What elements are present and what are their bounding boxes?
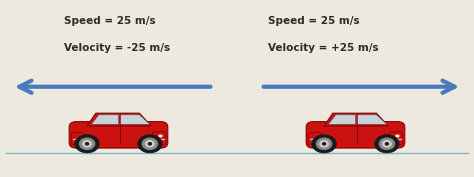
- Polygon shape: [358, 115, 387, 124]
- Circle shape: [385, 143, 388, 145]
- Polygon shape: [91, 115, 118, 124]
- Polygon shape: [121, 115, 150, 124]
- Circle shape: [323, 143, 326, 145]
- Text: Velocity = +25 m/s: Velocity = +25 m/s: [268, 43, 378, 53]
- Text: Speed = 25 m/s: Speed = 25 m/s: [268, 16, 359, 26]
- FancyBboxPatch shape: [71, 133, 84, 145]
- Circle shape: [80, 138, 95, 149]
- FancyBboxPatch shape: [152, 132, 166, 145]
- Polygon shape: [87, 113, 151, 126]
- Circle shape: [148, 143, 151, 145]
- Circle shape: [142, 138, 157, 149]
- Circle shape: [312, 135, 337, 153]
- Text: Velocity = -25 m/s: Velocity = -25 m/s: [64, 43, 170, 53]
- Circle shape: [86, 143, 89, 145]
- Ellipse shape: [158, 135, 163, 138]
- Polygon shape: [324, 113, 388, 126]
- Circle shape: [379, 138, 394, 149]
- Ellipse shape: [76, 134, 98, 149]
- Circle shape: [137, 135, 162, 153]
- FancyBboxPatch shape: [69, 122, 168, 148]
- Circle shape: [317, 138, 332, 149]
- Ellipse shape: [138, 134, 161, 149]
- Polygon shape: [328, 115, 356, 124]
- Circle shape: [83, 141, 91, 147]
- Text: Speed = 25 m/s: Speed = 25 m/s: [64, 16, 155, 26]
- Circle shape: [374, 135, 399, 153]
- Circle shape: [75, 135, 100, 153]
- Circle shape: [320, 141, 328, 147]
- FancyBboxPatch shape: [308, 133, 321, 145]
- Circle shape: [383, 141, 391, 147]
- FancyBboxPatch shape: [389, 132, 403, 145]
- Ellipse shape: [375, 134, 398, 149]
- Ellipse shape: [313, 134, 335, 149]
- Ellipse shape: [395, 135, 400, 138]
- FancyBboxPatch shape: [306, 122, 405, 148]
- Circle shape: [146, 141, 154, 147]
